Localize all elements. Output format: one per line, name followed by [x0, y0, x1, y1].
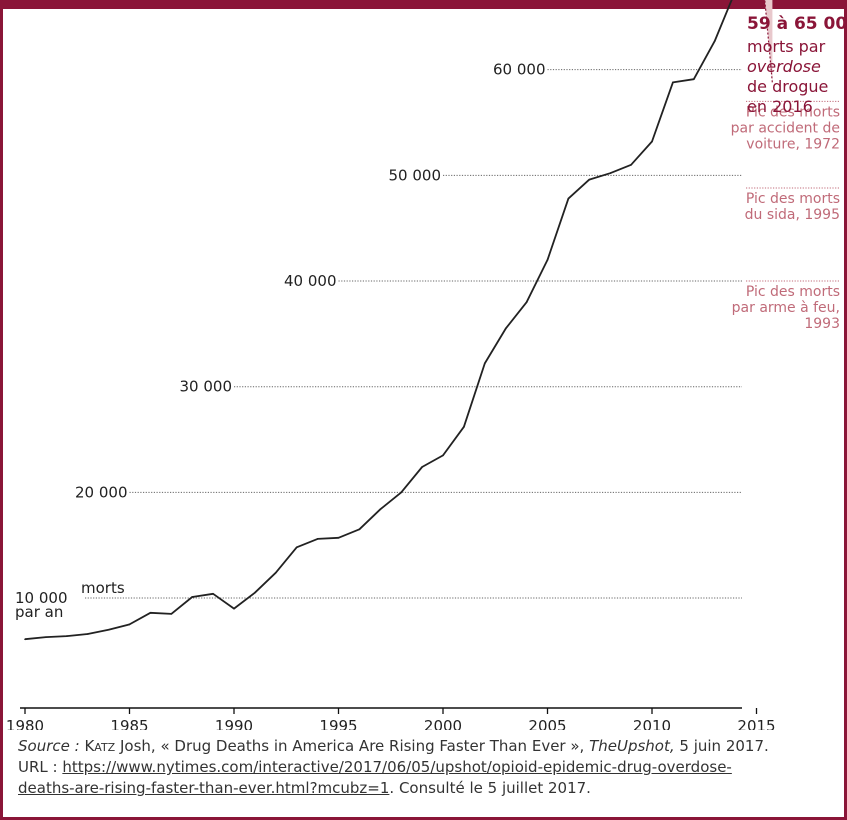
- data-point: [212, 593, 214, 595]
- x-tick-label: 2010: [633, 717, 671, 730]
- y-tick-label: 50 000: [389, 166, 442, 184]
- data-point: [421, 466, 423, 468]
- x-tick-label: 2000: [424, 717, 462, 730]
- reference-line-label: voiture, 1972: [746, 136, 840, 152]
- data-point: [609, 172, 611, 175]
- y-axis-unit-label-line2: par an: [15, 603, 63, 621]
- data-point: [337, 536, 340, 539]
- reference-line-label: 1993: [804, 316, 840, 332]
- data-point: [630, 163, 632, 166]
- data-point: [128, 623, 131, 626]
- data-point: [504, 327, 507, 330]
- y-tick-label: 30 000: [180, 378, 233, 396]
- source-url-link-2[interactable]: deaths-are-rising-faster-than-ever.html?…: [18, 779, 390, 797]
- data-point: [66, 635, 68, 637]
- reference-line-label: du sida, 1995: [745, 207, 840, 223]
- data-point: [295, 546, 298, 549]
- projection-headline: 59 à 65 000: [747, 14, 847, 34]
- overdose-deaths-line-chart: 10 000 20 000 30 000 40 000 50 000 60 000 mort…: [6, 0, 847, 730]
- y-tick-label: 20 000: [75, 483, 128, 501]
- data-point: [149, 612, 152, 614]
- source-line-2: URL : https://www.nytimes.com/interactiv…: [18, 757, 838, 778]
- source-consulted: . Consulté le 5 juillet 2017.: [389, 779, 591, 797]
- x-tick-label: 1990: [215, 717, 253, 730]
- data-point: [525, 301, 528, 303]
- data-point: [86, 633, 89, 635]
- projection-annotation-line: de drogue: [747, 77, 828, 96]
- source-author-rest: Josh, « Drug Deaths in America Are Risin…: [115, 737, 590, 755]
- reference-line-label: Pic des morts: [746, 104, 840, 120]
- source-author: Katz: [84, 737, 116, 755]
- data-point: [316, 538, 319, 540]
- data-point: [254, 591, 256, 594]
- data-point: [170, 613, 173, 615]
- source-publication: TheUpshot,: [589, 737, 675, 755]
- source-line-1: Source : Katz Josh, « Drug Deaths in Ame…: [18, 736, 838, 757]
- reference-line-label: Pic des morts: [746, 191, 840, 207]
- data-point: [191, 596, 193, 598]
- data-point: [672, 81, 674, 84]
- data-point: [588, 178, 591, 181]
- data-point: [358, 528, 361, 531]
- data-point: [233, 607, 235, 610]
- x-tick-label: 1985: [110, 717, 148, 730]
- data-point: [693, 78, 695, 80]
- data-point: [24, 638, 26, 641]
- series-line: [24, 0, 733, 641]
- reference-line-label: par arme à feu,: [732, 300, 840, 316]
- data-point: [651, 140, 653, 143]
- source-url-label: URL :: [18, 758, 63, 776]
- x-tick-label: 2015: [737, 717, 775, 730]
- data-point: [442, 454, 444, 457]
- data-point: [463, 426, 465, 428]
- data-point: [45, 636, 47, 638]
- projection-annotation-line: en 2016: [747, 97, 813, 116]
- data-point: [379, 508, 382, 511]
- x-tick-label: 2005: [528, 717, 566, 730]
- data-point: [275, 571, 277, 574]
- data-point: [484, 362, 486, 365]
- y-axis-unit-label: morts: [81, 579, 125, 597]
- y-tick-label: 60 000: [493, 61, 546, 79]
- x-tick-label: 1995: [319, 717, 357, 730]
- data-point: [713, 40, 716, 42]
- y-tick-label: 10 000: [15, 589, 68, 607]
- data-point: [546, 259, 549, 261]
- reference-line-label: Pic des morts: [746, 284, 840, 300]
- data-point: [400, 491, 403, 494]
- source-url-link-1[interactable]: https://www.nytimes.com/interactive/2017…: [62, 758, 732, 776]
- source-note: Source : Katz Josh, « Drug Deaths in Ame…: [18, 736, 838, 799]
- y-tick-label: 40 000: [284, 272, 337, 290]
- source-line-3: deaths-are-rising-faster-than-ever.html?…: [18, 778, 838, 799]
- projection-annotation-line: morts par: [747, 37, 826, 56]
- data-point: [567, 197, 570, 200]
- source-label: Source :: [18, 737, 80, 755]
- data-point: [107, 628, 110, 631]
- x-tick-label: 1980: [6, 717, 44, 730]
- source-date: 5 juin 2017.: [674, 737, 769, 755]
- projection-low-line: [764, 0, 773, 84]
- projection-annotation-line: overdose: [747, 57, 821, 76]
- reference-line-label: par accident de: [731, 120, 840, 136]
